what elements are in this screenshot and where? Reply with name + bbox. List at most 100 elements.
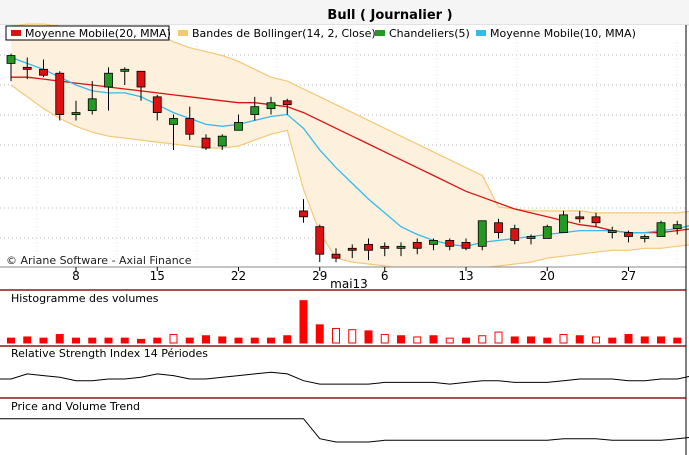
red-line-swatch (11, 30, 21, 36)
title-bar (0, 0, 689, 25)
volume-bar (527, 336, 535, 344)
candle-body (185, 118, 195, 135)
candle-body (201, 137, 211, 149)
volume-bar (510, 336, 519, 344)
candle-body (71, 112, 81, 115)
candle-body (526, 236, 536, 239)
legend-bollinger-label: Bandes de Bollinger(14, 2, Close) (192, 27, 376, 40)
candle-body (510, 228, 520, 241)
candle-body (22, 66, 32, 70)
legend: Moyenne Mobile(20, MMA) Bandes de Bollin… (5, 25, 636, 41)
x-tick-label: 13 (458, 269, 473, 283)
volume-bar (364, 330, 373, 344)
volume-bar (624, 334, 633, 344)
volume-bar (575, 335, 584, 344)
volume-bar (445, 337, 454, 344)
volume-bar (462, 337, 470, 344)
candle-body (331, 253, 341, 259)
volume-bar (559, 334, 568, 344)
volume-bar (380, 334, 389, 344)
candle-body (477, 220, 487, 247)
volume-bar (234, 337, 243, 344)
pvt-panel-label: Price and Volume Trend (11, 400, 140, 413)
volume-bar (104, 337, 113, 344)
candle-body (347, 247, 357, 251)
ma20-line (11, 76, 689, 234)
rsi-panel-label: Relative Strength Index 14 Périodes (11, 347, 208, 360)
volume-bar (315, 324, 324, 344)
volume-bar (39, 337, 48, 344)
x-tick-label: 15 (150, 269, 165, 283)
candle-body (396, 245, 406, 249)
candle-body (104, 72, 113, 88)
candle-body (672, 224, 682, 230)
bollinger-band (11, 24, 689, 268)
volume-bar (120, 337, 129, 344)
candle-body (445, 240, 455, 247)
candle-body (656, 222, 666, 237)
candle-body (234, 122, 243, 131)
x-axis (0, 267, 686, 289)
x-tick-labels: 8 15 22 29 6 13 20 27 (72, 267, 636, 283)
candle-body (315, 226, 325, 255)
candle-body (624, 232, 633, 237)
volume-bar (640, 336, 649, 344)
month-label: mai13 (330, 277, 368, 291)
candle-body (299, 210, 308, 218)
candle-body (542, 226, 552, 239)
volume-bar (267, 337, 275, 344)
volume-bar (7, 337, 15, 344)
rsi-line (0, 371, 689, 385)
bollinger-lower-line (10, 84, 689, 269)
volume-bar (169, 334, 178, 344)
candle-body (559, 214, 568, 233)
pvt-line (0, 418, 689, 443)
x-tick-label: 8 (72, 269, 80, 283)
volume-bar (72, 337, 80, 344)
volume-bar (88, 337, 97, 344)
volume-bar (332, 327, 340, 344)
legend-box-ma20 (5, 25, 170, 41)
candle-body (575, 216, 585, 220)
ma10-line (10, 56, 689, 247)
candle-body (282, 100, 292, 106)
volume-bar (202, 335, 210, 344)
volume-bar (283, 335, 292, 344)
candle-body (591, 216, 601, 224)
volume-bar (543, 337, 552, 344)
candle-body (55, 72, 65, 115)
candle-body (136, 70, 146, 88)
volume-bars (7, 300, 682, 344)
volume-bar (673, 337, 682, 344)
volume-bar (55, 334, 64, 344)
legend-candles-label: Chandeliers(5) (389, 27, 470, 40)
legend-ma10-label: Moyenne Mobile(10, MMA) (490, 27, 636, 40)
volume-panel (0, 290, 686, 346)
candle-body (39, 68, 48, 76)
candle-body (640, 236, 650, 239)
x-tick-label: 29 (312, 269, 327, 283)
candle-body (364, 243, 373, 251)
chart-title: Bull ( Journalier ) (327, 8, 452, 23)
x-tick-label: 20 (540, 269, 555, 283)
volume-bar (657, 336, 665, 344)
x-tick-label: 27 (621, 269, 636, 283)
volume-bar (413, 336, 422, 344)
candle-body (607, 230, 617, 233)
volume-bar (218, 336, 227, 344)
candle-body (429, 240, 438, 245)
orange-band-swatch (178, 30, 188, 36)
volume-bar (478, 335, 487, 344)
volume-bar (429, 335, 438, 344)
candle-body (120, 68, 130, 72)
watermark: © Ariane Software - Axial Finance (6, 254, 192, 267)
candle-body (412, 241, 422, 249)
volume-bar (153, 337, 162, 344)
volume-bar (608, 337, 617, 344)
candles (6, 53, 682, 263)
volume-bar (299, 300, 308, 344)
volume-bar (250, 337, 259, 344)
candle-swatch (375, 30, 385, 36)
